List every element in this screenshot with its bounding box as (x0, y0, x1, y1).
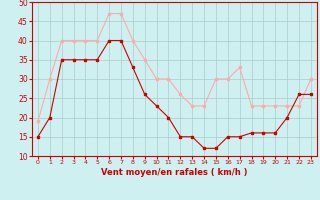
X-axis label: Vent moyen/en rafales ( km/h ): Vent moyen/en rafales ( km/h ) (101, 168, 248, 177)
